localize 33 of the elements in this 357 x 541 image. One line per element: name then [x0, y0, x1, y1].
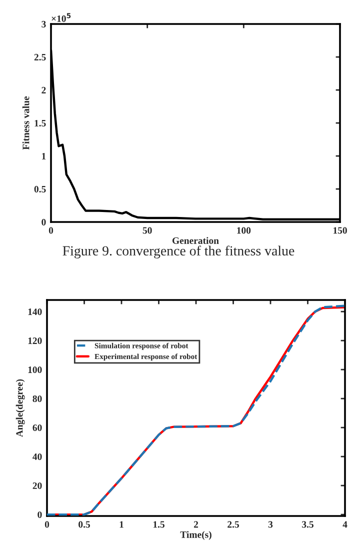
y-tick-label: 100 — [28, 366, 42, 374]
x-tick-label: 1.5 — [153, 521, 164, 528]
y-axis-title: Angle(degree) — [16, 379, 25, 437]
x-tick-label: 150 — [333, 227, 347, 234]
x-tick-label: 50 — [142, 227, 152, 234]
x-tick-label: 4 — [342, 521, 348, 528]
y-tick-label: 20 — [32, 482, 42, 490]
x-axis-title: Generation — [172, 237, 219, 244]
text: ×10$^{5}$ — [52, 13, 71, 22]
y-tick-label: 80 — [32, 395, 42, 402]
y-tick-label: 0 — [42, 218, 46, 226]
y-tick-label: 140 — [28, 308, 42, 316]
x-tick-label: 2 — [194, 521, 198, 528]
y-tick-label: 120 — [28, 338, 42, 344]
y-tick-label: 2 — [42, 86, 46, 94]
y-tick-label: 1.5 — [34, 120, 46, 127]
x-tick-label: 3 — [268, 521, 273, 528]
x-tick-label: 0 — [48, 227, 54, 234]
y-tick-label: 60 — [32, 424, 42, 432]
y-tick-label: 2.5 — [34, 54, 46, 61]
caption: Figure 9. convergence of the fitness value — [62, 246, 294, 258]
y-tick-label: 0 — [38, 511, 42, 518]
y-tick-label: 3 — [42, 20, 46, 28]
y-tick-label: 1 — [42, 152, 46, 160]
x-tick-label: 1 — [120, 521, 124, 528]
x-tick-label: 0.5 — [78, 521, 90, 528]
x-tick-label: 3.5 — [302, 521, 314, 528]
x-axis-title: Time(s) — [180, 531, 212, 540]
y-tick-label: 0.5 — [34, 186, 46, 193]
y-axis-title: Fitness value — [22, 96, 30, 150]
x-tick-label: 100 — [237, 227, 251, 234]
x-tick-label: 2.5 — [228, 521, 239, 528]
y-tick-label: 40 — [32, 453, 42, 460]
